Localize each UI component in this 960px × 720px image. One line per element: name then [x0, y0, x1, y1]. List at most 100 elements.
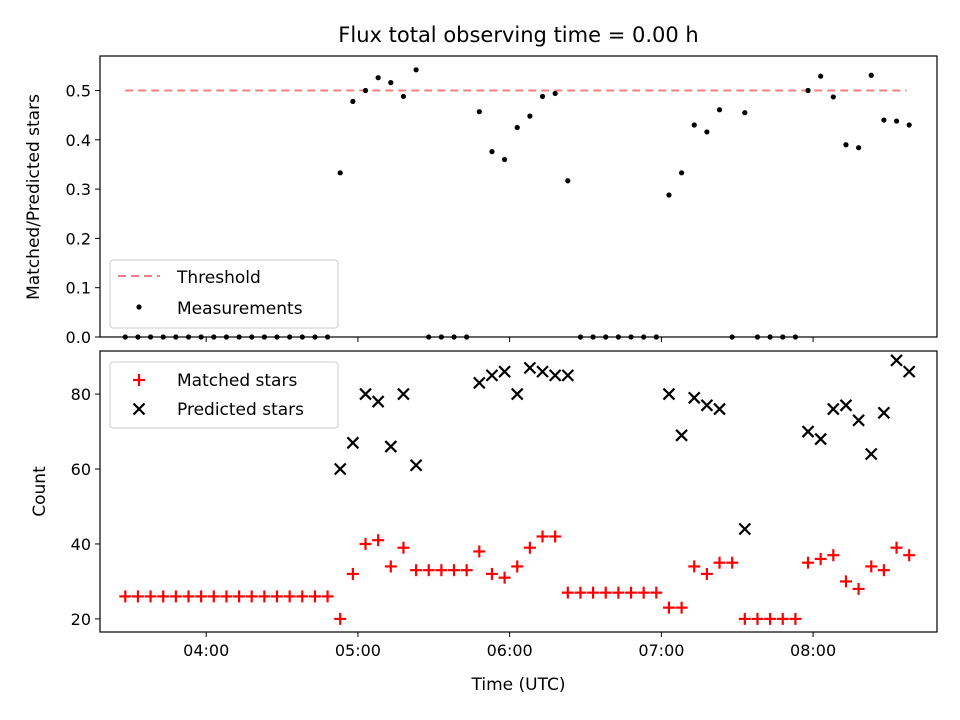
- matched-star-point: [131, 590, 144, 603]
- matched-star-point: [890, 541, 903, 554]
- measurement-point: [893, 118, 900, 124]
- count-y-tick-label: 40: [71, 535, 91, 554]
- measurement-point: [856, 145, 862, 151]
- predicted-star-point: [687, 391, 701, 405]
- matched-star-point: [245, 590, 258, 603]
- predicted-star-point: [409, 458, 423, 472]
- matched-star-point: [789, 612, 802, 625]
- matched-star-point: [119, 590, 132, 603]
- matched-star-point: [536, 530, 549, 543]
- matched-star-point: [410, 564, 423, 577]
- matched-star-point: [473, 545, 486, 558]
- predicted-star-point: [827, 402, 840, 416]
- legend-threshold-label: Threshold: [176, 268, 261, 288]
- legend-matched-marker: [133, 374, 145, 386]
- predicted-star-point: [839, 399, 853, 412]
- measurement-point: [679, 170, 685, 176]
- matched-star-point: [662, 601, 675, 614]
- legend-cross-glyph: [132, 402, 146, 416]
- measurement-point: [501, 156, 508, 163]
- matched-star-point: [283, 590, 296, 603]
- matched-star-point: [549, 530, 562, 543]
- matched-star-point: [144, 590, 157, 603]
- measurement-point: [704, 129, 710, 135]
- matched-star-point: [334, 612, 347, 625]
- measurement-point: [552, 90, 558, 97]
- matched-star-point: [523, 541, 536, 554]
- matched-star-point: [852, 582, 865, 595]
- count-legend: Matched stars Predicted stars: [109, 361, 339, 429]
- matched-star-point: [814, 552, 827, 565]
- matched-star-point: [637, 586, 650, 599]
- ratio-y-tick-label: 0.3: [66, 180, 91, 199]
- legend-predicted-label: Predicted stars: [177, 400, 304, 420]
- ratio-legend-box: [109, 259, 339, 329]
- matched-star-point: [308, 590, 321, 603]
- matched-star-point: [802, 556, 815, 569]
- measurement-point: [388, 80, 394, 86]
- matched-star-point: [384, 560, 397, 573]
- matched-star-point: [751, 612, 764, 625]
- count-y-tick-label: 80: [71, 385, 91, 404]
- predicted-star-point: [561, 369, 575, 382]
- predicted-star-point: [333, 462, 347, 476]
- predicted-star-point: [801, 425, 815, 438]
- legend-plus-glyph: [133, 374, 145, 386]
- legend-measurements-label: Measurements: [177, 299, 303, 319]
- measurement-point: [868, 72, 874, 78]
- legend-predicted-marker: [132, 402, 146, 416]
- matched-star-point: [625, 586, 638, 599]
- matched-star-point: [220, 590, 233, 603]
- measurement-point: [843, 142, 849, 148]
- ratio-panel: 0.0 0.1 0.2 0.3 0.4 0.5 Matched/Predicted sta…: [24, 55, 938, 347]
- ratio-legend: Threshold Measurements: [109, 259, 339, 329]
- matched-star-point: [157, 590, 170, 603]
- predicted-star-point: [485, 369, 499, 382]
- measurement-point: [565, 178, 571, 184]
- matched-star-point: [485, 567, 498, 580]
- predicted-star-point: [473, 376, 486, 390]
- matched-star-point: [397, 541, 410, 554]
- measurement-point: [742, 110, 748, 116]
- matched-star-point: [612, 586, 625, 599]
- predicted-star-point: [523, 361, 537, 375]
- matched-star-point: [561, 586, 574, 599]
- measurement-point: [476, 109, 482, 115]
- x-tick-label: 08:00: [790, 641, 836, 660]
- matched-star-point: [321, 590, 334, 603]
- matched-star-point: [296, 590, 309, 603]
- matched-star-point: [448, 564, 461, 577]
- ratio-y-tick-label: 0.1: [66, 279, 91, 298]
- predicted-star-point: [498, 365, 511, 378]
- measurement-point: [350, 98, 356, 104]
- predicted-star-point: [548, 369, 562, 382]
- measurement-point: [805, 87, 811, 94]
- matched-star-point: [182, 590, 195, 603]
- predicted-star-point: [346, 436, 360, 450]
- ratio-y-tick-label: 0.0: [66, 328, 91, 347]
- matched-star-point: [271, 590, 284, 603]
- legend-measurement-marker: [136, 304, 142, 310]
- matched-star-point: [422, 564, 435, 577]
- matched-star-point: [258, 590, 271, 603]
- predicted-star-point: [397, 387, 410, 401]
- predicted-star-point: [877, 406, 891, 420]
- measurement-point: [413, 67, 419, 73]
- matched-star-point: [713, 556, 726, 569]
- matched-star-point: [233, 590, 246, 603]
- matched-star-point: [195, 590, 208, 603]
- matched-star-point: [460, 564, 473, 577]
- matched-star-point: [650, 586, 663, 599]
- predicted-star-point: [536, 365, 549, 378]
- x-axis-label: Time (UTC): [471, 675, 566, 695]
- matched-star-point: [574, 586, 587, 599]
- predicted-star-point: [713, 402, 726, 416]
- matched-star-point: [511, 560, 524, 573]
- predicted-star-point: [700, 399, 714, 412]
- measurement-point: [514, 124, 520, 131]
- matched-star-point: [207, 590, 220, 603]
- count-y-tick-label: 20: [71, 610, 91, 629]
- predicted-star-point: [738, 522, 752, 536]
- matched-star-point: [169, 590, 182, 603]
